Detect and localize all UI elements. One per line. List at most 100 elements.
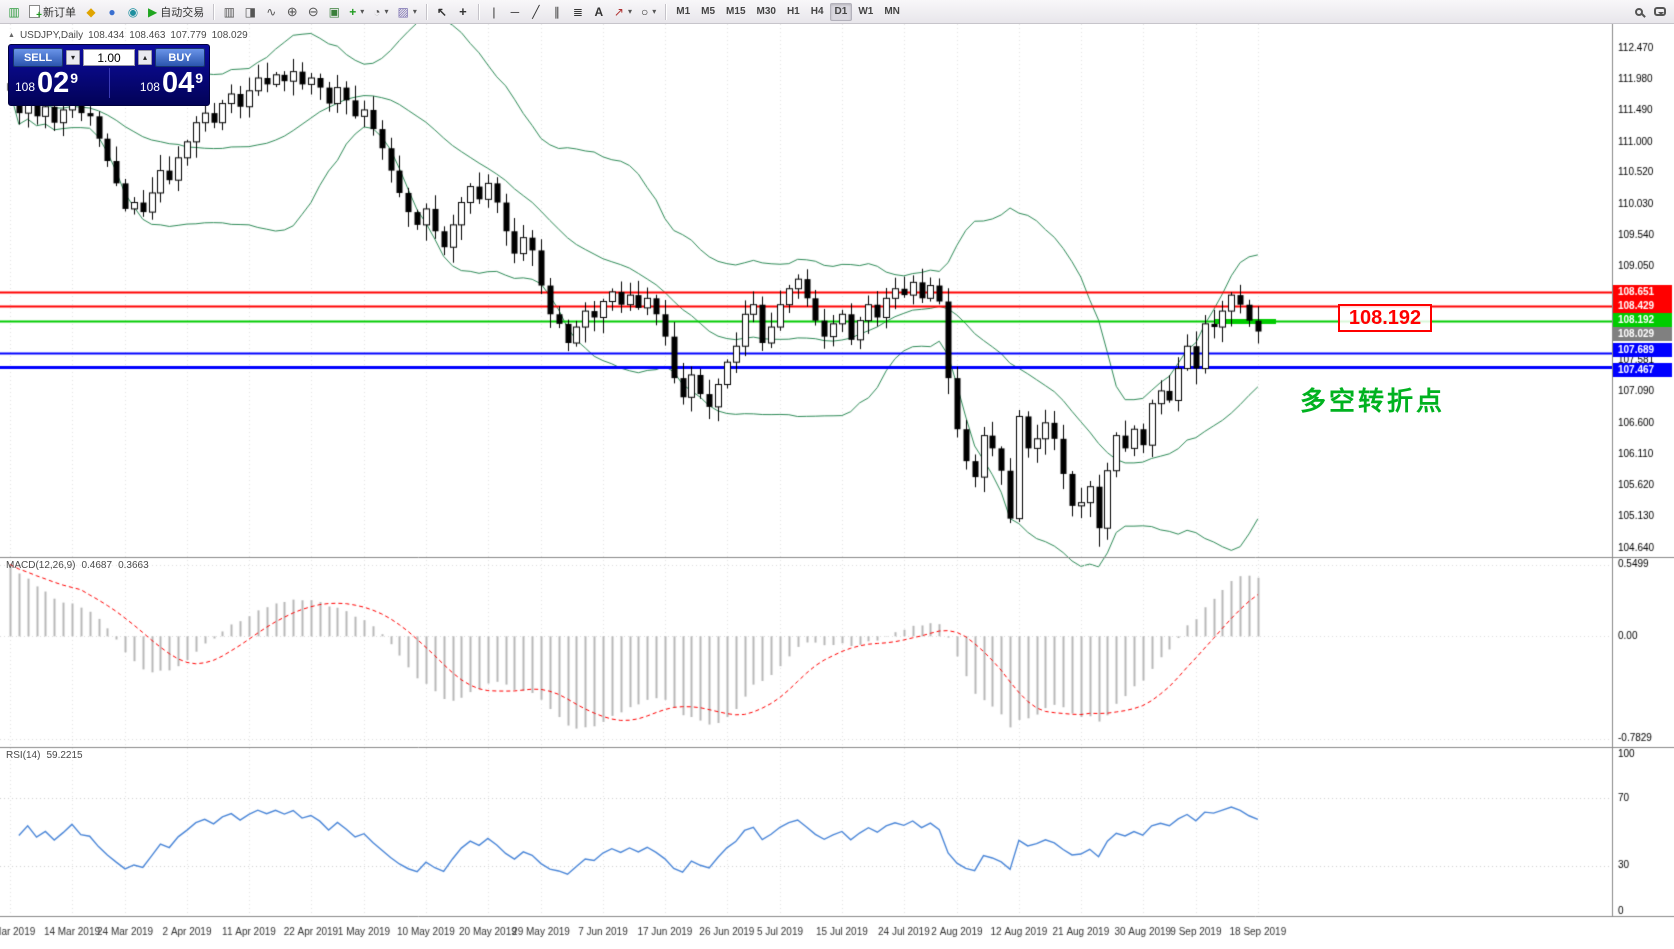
navigator-icon: ● <box>108 4 116 19</box>
timeframe-m15-button[interactable]: M15 <box>721 3 750 21</box>
rsi-indicator-header: RSI(14) 59.2215 <box>6 750 83 761</box>
trendline-tool-button[interactable]: ╱ <box>526 2 546 22</box>
ohlc-open-value: 108.434 <box>88 30 125 41</box>
rsi-value: 59.2215 <box>46 750 83 761</box>
volume-decrease-button[interactable]: ▾ <box>66 50 80 65</box>
navigator-button[interactable]: ● <box>102 2 122 22</box>
dropdown-icon: ▾ <box>412 7 417 16</box>
chart-styles-button[interactable]: ▨ ▾ <box>394 2 421 22</box>
timeframe-d1-button[interactable]: D1 <box>829 2 853 21</box>
ohlc-close-value: 108.029 <box>211 30 248 41</box>
line-chart-mode-button[interactable]: ∿ <box>261 2 281 22</box>
toolbar-separator <box>213 3 215 20</box>
line-chart-icon: ∿ <box>266 4 277 19</box>
ohlc-low-value: 107.779 <box>170 30 207 41</box>
crosshair-icon: + <box>459 4 467 19</box>
timeframe-m5-button[interactable]: M5 <box>696 3 720 21</box>
dropdown-icon: ▾ <box>360 7 365 16</box>
styles-icon: ▨ <box>397 4 409 19</box>
bid-pips: 02 <box>37 67 70 100</box>
tile-windows-button[interactable]: ▣ <box>324 2 344 22</box>
indicators-button[interactable]: + ▾ <box>345 2 368 22</box>
timeframe-m1-button[interactable]: M1 <box>671 3 695 21</box>
tile-windows-icon: ▣ <box>328 4 340 19</box>
zoom-in-icon: ⊕ <box>286 4 298 19</box>
macd-signal-value: 0.3663 <box>118 560 149 571</box>
price-level-callout[interactable]: 108.192 <box>1338 304 1432 332</box>
bar-chart-mode-button[interactable]: ▥ <box>219 2 239 22</box>
market-watch-icon: ◆ <box>86 4 96 19</box>
autotrading-button[interactable]: ▶ 自动交易 <box>144 2 208 22</box>
zoom-out-button[interactable]: ⊖ <box>303 2 323 22</box>
market-watch-button[interactable]: ◆ <box>81 2 101 22</box>
new-order-button[interactable]: 新订单 <box>25 2 80 22</box>
shapes-tool-button[interactable]: ○ ▾ <box>637 2 660 22</box>
cursor-tool-button[interactable]: ↖ <box>432 2 452 22</box>
fibonacci-tool-button[interactable]: ≣ <box>568 2 588 22</box>
buy-button[interactable]: BUY <box>155 48 205 67</box>
toolbar-separator <box>477 3 479 20</box>
timeframe-w1-button[interactable]: W1 <box>853 3 878 21</box>
ask-pips: 04 <box>161 67 195 100</box>
horizontal-line-icon: ─ <box>510 4 520 19</box>
macd-value: 0.4687 <box>81 560 113 571</box>
ohlc-high-value: 108.463 <box>129 30 166 41</box>
dropdown-icon: ▾ <box>652 7 657 16</box>
fibonacci-icon: ≣ <box>572 4 583 19</box>
text-tool-icon: A <box>594 4 604 19</box>
bid-big-figure: 108 <box>15 80 36 94</box>
rsi-title: RSI(14) <box>6 750 41 761</box>
chart-symbol-label: USDJPY,Daily <box>19 30 84 41</box>
bid-pipette: 9 <box>70 70 79 86</box>
timeframe-m30-button[interactable]: M30 <box>752 3 781 21</box>
vertical-line-tool-button[interactable]: | <box>484 2 504 22</box>
channel-tool-button[interactable]: ∥ <box>547 2 567 22</box>
new-order-icon <box>29 5 42 21</box>
volume-input[interactable] <box>83 49 135 66</box>
arrow-tool-icon: ↗ <box>613 4 624 19</box>
price-chart[interactable] <box>0 24 1674 949</box>
autotrading-play-icon: ▶ <box>148 4 158 19</box>
vertical-line-icon: | <box>492 4 496 19</box>
app-icon: ▥ <box>8 4 20 19</box>
arrow-tool-button[interactable]: ↗ ▾ <box>610 2 636 22</box>
indicator-plus-icon: + <box>349 4 357 19</box>
toolbar-separator <box>425 3 427 20</box>
text-tool-button[interactable]: A <box>589 2 609 22</box>
macd-indicator-header: MACD(12,26,9) 0.4687 0.3663 <box>6 560 149 571</box>
cursor-icon: ↖ <box>436 4 447 19</box>
timeframe-mn-button[interactable]: MN <box>879 3 905 21</box>
zoom-in-button[interactable]: ⊕ <box>282 2 302 22</box>
channel-icon: ∥ <box>553 4 560 19</box>
search-button[interactable] <box>1629 2 1649 22</box>
bid-price-display[interactable]: 108 02 9 <box>13 67 80 100</box>
candlestick-icon: ◨ <box>244 4 256 19</box>
zoom-out-icon: ⊖ <box>307 4 319 19</box>
macd-title: MACD(12,26,9) <box>6 560 76 571</box>
chat-button[interactable] <box>1650 2 1670 22</box>
turning-point-label[interactable]: 多空转折点 <box>1300 386 1446 416</box>
collapse-icon[interactable]: ▲ <box>8 32 15 39</box>
periods-button[interactable]: ◔ ▾ <box>369 2 392 22</box>
crosshair-tool-button[interactable]: + <box>453 2 473 22</box>
chart-ohlc-header: ▲ USDJPY,Daily 108.434 108.463 107.779 1… <box>8 30 248 41</box>
terminal-icon: ◉ <box>127 4 139 19</box>
timeframe-h1-button[interactable]: H1 <box>782 3 805 21</box>
volume-increase-button[interactable]: ▴ <box>138 50 152 65</box>
dropdown-icon: ▾ <box>384 7 389 16</box>
trendline-icon: ╱ <box>532 4 540 19</box>
ask-big-figure: 108 <box>139 80 160 94</box>
dropdown-icon: ▾ <box>627 7 632 16</box>
horizontal-line-tool-button[interactable]: ─ <box>505 2 525 22</box>
quote-divider <box>108 68 110 98</box>
sell-button[interactable]: SELL <box>13 48 63 67</box>
candlestick-mode-button[interactable]: ◨ <box>240 2 260 22</box>
timeframe-h4-button[interactable]: H4 <box>806 3 829 21</box>
app-chart-icon-button[interactable]: ▥ <box>4 2 24 22</box>
chat-icon <box>1654 7 1666 16</box>
one-click-trading-panel: SELL ▾ ▴ BUY 108 02 9 108 04 9 <box>8 44 210 106</box>
toolbar-separator <box>665 3 667 20</box>
bar-chart-icon: ▥ <box>223 4 235 19</box>
terminal-button[interactable]: ◉ <box>123 2 143 22</box>
ask-price-display[interactable]: 108 04 9 <box>138 67 205 100</box>
